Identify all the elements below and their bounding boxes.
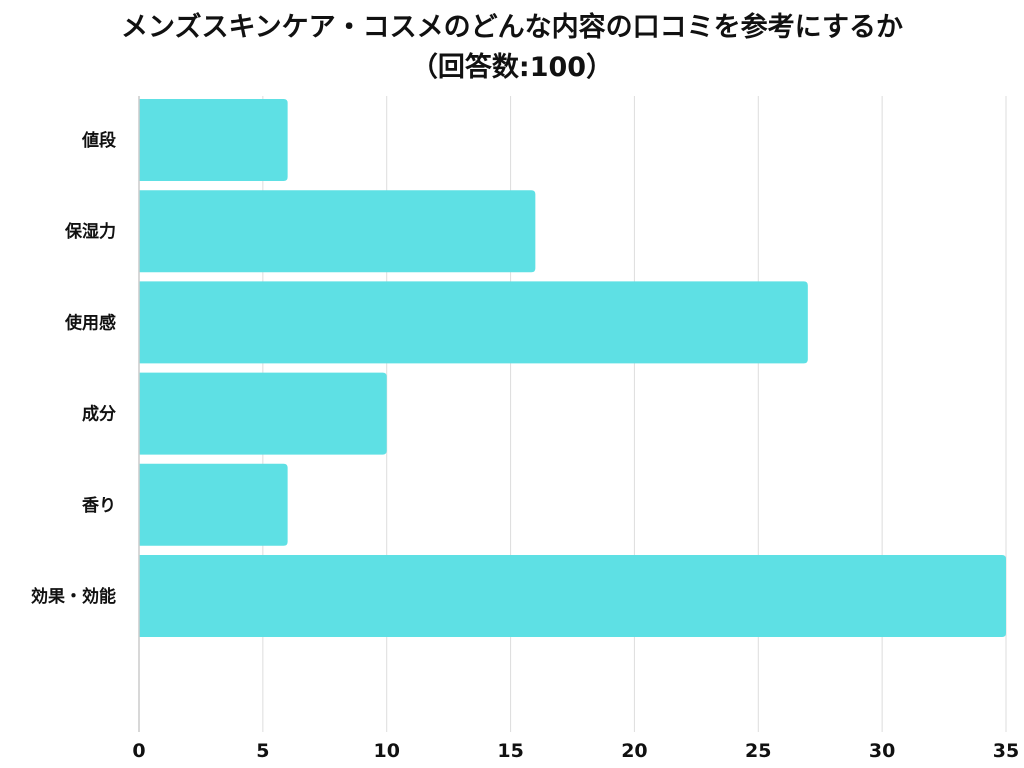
bar	[139, 463, 288, 546]
category-label: 値段	[81, 130, 116, 151]
x-tick-label: 25	[745, 740, 771, 762]
x-tick-label: 10	[373, 740, 399, 762]
x-tick-label: 35	[993, 740, 1019, 762]
bar	[139, 281, 808, 364]
category-label: 成分	[82, 404, 116, 425]
bars	[139, 99, 1006, 637]
bar	[139, 99, 288, 181]
x-tick-label: 5	[256, 740, 269, 762]
chart-title-line-2: （回答数:100）	[410, 52, 614, 83]
x-tick-label: 20	[621, 740, 647, 762]
bar	[139, 555, 1006, 637]
bar	[139, 372, 387, 455]
x-tick-label: 15	[497, 740, 523, 762]
x-tick-label: 0	[132, 740, 145, 762]
chart-title-line-1: メンズスキンケア・コスメのどんな内容の口コミを参考にするか	[121, 12, 903, 43]
category-label: 保湿力	[64, 221, 116, 242]
chart-title: メンズスキンケア・コスメのどんな内容の口コミを参考にするか （回答数:100）	[0, 8, 1024, 88]
category-label: 香り	[82, 496, 116, 516]
category-label: 使用感	[64, 312, 116, 333]
bar	[139, 190, 536, 273]
category-label: 効果・効能	[31, 586, 116, 607]
x-tick-label: 30	[869, 740, 895, 762]
